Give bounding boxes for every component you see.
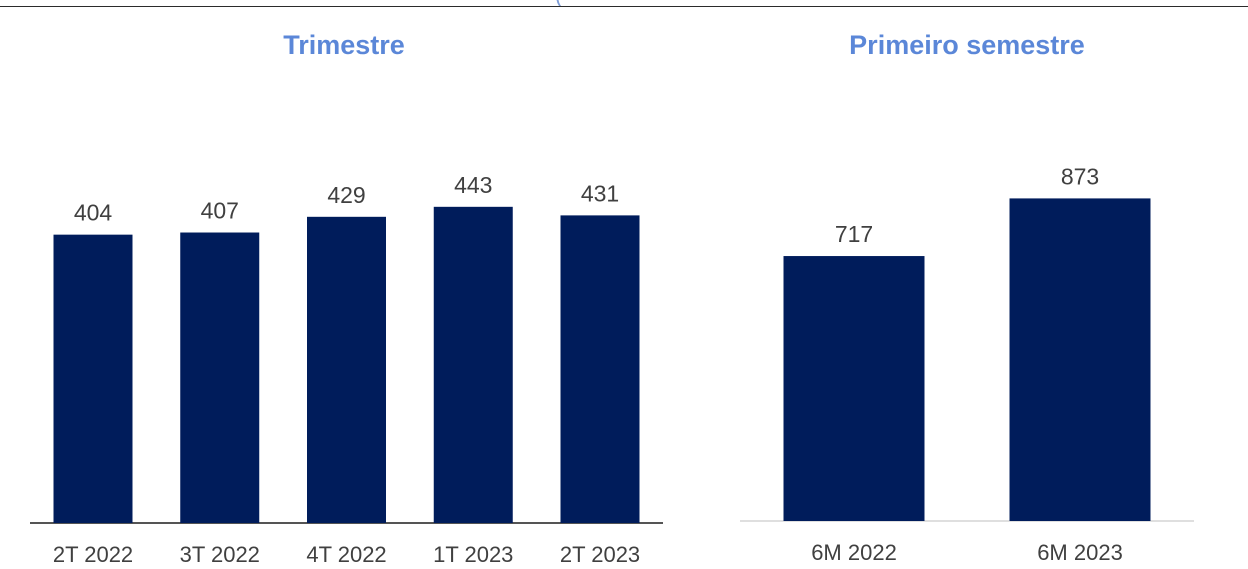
x-tick-label: 4T 2022 xyxy=(306,542,386,567)
bar-2t-2023 xyxy=(560,215,640,523)
chart-title-primeiro-semestre: Primeiro semestre xyxy=(849,30,1085,60)
x-tick-label: 6M 2023 xyxy=(1037,540,1123,565)
bar-1t-2023 xyxy=(433,206,513,523)
bar-6m-2023 xyxy=(1009,198,1151,522)
x-tick-label: 1T 2023 xyxy=(433,542,513,567)
data-label: 407 xyxy=(201,198,239,224)
x-tick-label: 2T 2023 xyxy=(560,542,640,567)
data-label: 429 xyxy=(327,182,365,208)
chart-title-trimestre: Trimestre xyxy=(283,30,405,60)
data-label: 873 xyxy=(1061,163,1099,189)
data-label: 431 xyxy=(581,180,619,206)
bar-4t-2022 xyxy=(307,216,386,523)
data-label: 443 xyxy=(454,172,492,198)
x-tick-label: 2T 2022 xyxy=(53,542,133,567)
bar-6m-2022 xyxy=(783,256,925,521)
top-title-fragment: ( ,) xyxy=(555,0,855,6)
top-rule xyxy=(0,6,1248,7)
bar-3t-2022 xyxy=(180,232,260,523)
x-tick-label: 6M 2022 xyxy=(811,540,897,565)
data-label: 404 xyxy=(74,200,113,226)
data-label: 717 xyxy=(835,221,873,247)
semester-bar-chart: Primeiro semestre 717 6M 2022 873 6M 2023 xyxy=(740,30,1194,565)
bar-2t-2022 xyxy=(53,234,133,523)
quarterly-bar-chart: Trimestre 404 2T 2022 407 3T 2022 429 4T 2022… xyxy=(30,30,663,567)
x-tick-label: 3T 2022 xyxy=(180,542,260,567)
